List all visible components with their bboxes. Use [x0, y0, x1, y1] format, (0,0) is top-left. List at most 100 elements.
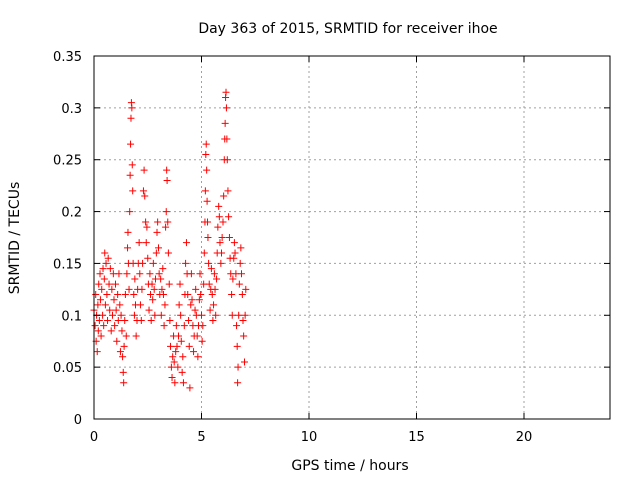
data-point — [238, 291, 246, 299]
data-point — [150, 285, 158, 293]
data-point — [120, 379, 128, 387]
data-point — [174, 363, 182, 371]
data-point — [239, 316, 247, 324]
data-point — [122, 332, 130, 340]
data-point — [177, 311, 185, 319]
data-point — [149, 296, 157, 304]
data-point — [206, 306, 214, 314]
data-point — [147, 291, 155, 299]
data-point — [196, 270, 204, 278]
data-point — [190, 348, 198, 356]
data-point — [217, 259, 225, 267]
data-point — [222, 88, 230, 96]
data-point — [186, 384, 194, 392]
data-point — [180, 322, 188, 330]
data-point — [139, 187, 147, 195]
axis-ticks — [93, 55, 610, 420]
data-point — [220, 192, 228, 200]
data-point — [166, 316, 174, 324]
data-point — [94, 327, 102, 335]
y-tick-label: 0.05 — [53, 361, 82, 376]
data-point — [191, 306, 199, 314]
data-point — [187, 301, 195, 309]
data-point — [110, 296, 118, 304]
data-point — [172, 322, 180, 330]
data-point — [138, 285, 146, 293]
data-point — [164, 249, 172, 257]
data-point — [99, 311, 107, 319]
data-point — [104, 254, 112, 262]
data-point — [168, 374, 176, 382]
data-point — [130, 291, 138, 299]
plot-frame — [93, 55, 611, 420]
data-point — [159, 265, 167, 273]
data-point — [215, 213, 223, 221]
data-point — [179, 379, 187, 387]
data-point — [210, 270, 218, 278]
data-point — [132, 332, 140, 340]
data-point — [170, 358, 178, 366]
data-point — [235, 280, 243, 288]
data-point — [213, 275, 221, 283]
data-point — [97, 332, 105, 340]
data-point — [203, 166, 211, 174]
data-point — [95, 280, 103, 288]
x-tick-label: 20 — [516, 430, 533, 445]
data-point — [193, 332, 201, 340]
data-point — [129, 187, 137, 195]
data-point — [130, 311, 138, 319]
data-point — [99, 265, 107, 273]
data-point — [205, 259, 213, 267]
y-axis-label: SRMTID / TECUs — [7, 182, 23, 295]
data-point — [107, 327, 115, 335]
data-point — [225, 234, 233, 241]
data-point — [169, 353, 177, 361]
data-point — [217, 249, 225, 257]
data-point — [119, 353, 127, 361]
data-point — [95, 316, 103, 324]
data-point — [184, 291, 192, 299]
data-point — [182, 259, 190, 267]
data-point — [210, 301, 218, 309]
data-point — [106, 306, 114, 314]
tick-labels: 0 5 10 15 20 0 0.05 0.1 0.15 0.2 0.25 0.3 0.35 — [53, 50, 532, 445]
data-point — [185, 342, 193, 350]
data-point — [126, 171, 134, 179]
data-point — [155, 270, 163, 278]
data-point — [140, 166, 148, 174]
data-point — [204, 234, 212, 241]
data-point — [214, 223, 222, 231]
y-tick-label: 0.35 — [53, 50, 82, 65]
data-point — [98, 285, 106, 293]
data-point — [161, 301, 169, 309]
data-point — [198, 337, 206, 345]
data-point — [234, 379, 242, 387]
data-point — [228, 291, 236, 299]
data-point — [160, 322, 168, 330]
chart-title: Day 363 of 2015, SRMTID for receiver iho… — [198, 21, 497, 37]
data-point — [102, 259, 110, 267]
data-point — [127, 140, 135, 148]
data-point — [177, 337, 185, 345]
data-point — [114, 291, 122, 299]
data-point — [202, 140, 210, 148]
data-point — [222, 104, 230, 112]
data-point — [111, 322, 119, 330]
data-point — [179, 353, 187, 361]
data-point — [144, 254, 152, 262]
data-point — [176, 280, 184, 288]
data-point — [115, 270, 123, 278]
data-point — [201, 187, 209, 195]
data-point — [240, 332, 248, 340]
data-point — [121, 291, 129, 299]
data-point — [223, 135, 231, 143]
data-point — [101, 301, 109, 309]
data-point — [230, 254, 238, 262]
data-point — [126, 208, 134, 216]
data-point — [167, 363, 175, 371]
x-axis-label: GPS time / hours — [291, 458, 408, 474]
data-point — [92, 291, 100, 299]
data-point — [124, 244, 132, 252]
data-point — [121, 316, 129, 324]
data-point — [153, 228, 161, 236]
